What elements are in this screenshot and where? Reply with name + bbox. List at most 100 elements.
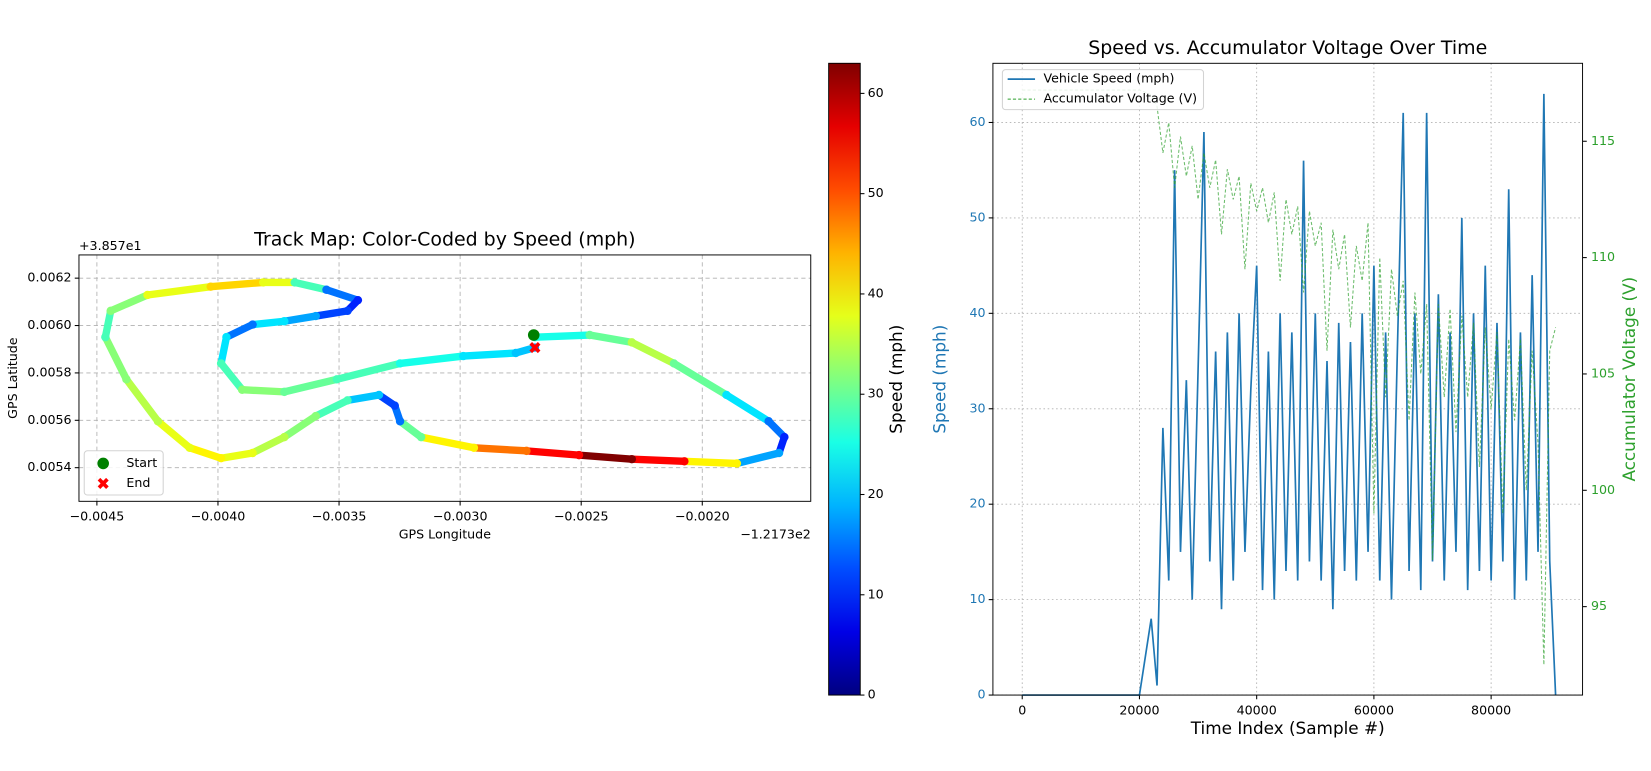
colorbar-tick-label: 10 xyxy=(868,586,884,601)
track-point xyxy=(627,454,637,464)
track-point xyxy=(248,320,257,329)
y-tick-label: 0.0056 xyxy=(27,412,71,427)
track-point xyxy=(390,401,399,410)
y2-tick-label: 100 xyxy=(1591,482,1615,497)
track-point xyxy=(353,295,363,305)
y-tick-label: 60 xyxy=(969,114,985,129)
track-segment xyxy=(396,417,425,441)
y2-tick-label: 110 xyxy=(1591,249,1615,264)
colorbar-tick-label: 50 xyxy=(868,185,884,200)
track-point xyxy=(143,290,152,300)
y-tick-label: 0.0058 xyxy=(27,364,71,379)
x-tick-label: 20000 xyxy=(1119,702,1159,717)
track-segment xyxy=(185,444,225,462)
track-point xyxy=(459,351,468,361)
series-line xyxy=(1022,89,1557,665)
track-point xyxy=(669,359,679,368)
x-axis-label: GPS Longitude xyxy=(399,527,491,542)
track-point xyxy=(222,332,231,342)
x-tick-label: −0.0045 xyxy=(70,509,125,524)
plot-frame xyxy=(78,254,812,502)
y-tick-label: 0.0054 xyxy=(27,459,71,474)
track-point xyxy=(332,375,342,384)
track-point xyxy=(290,278,299,287)
track-segment xyxy=(217,449,257,462)
track-segment xyxy=(222,320,257,341)
track-point xyxy=(322,285,331,294)
track-segment xyxy=(280,412,320,441)
y2-axis-label: Accumulator Voltage (V) xyxy=(1619,277,1639,482)
y-tick-label: 20 xyxy=(969,496,985,511)
track-point xyxy=(206,282,215,291)
track-point xyxy=(216,359,226,368)
legend-label: Start xyxy=(126,455,157,470)
track-point xyxy=(216,453,226,463)
track-segment xyxy=(585,331,636,347)
track-point xyxy=(153,417,163,426)
track-segment xyxy=(575,451,636,463)
marker xyxy=(527,329,540,341)
track-segment xyxy=(459,349,520,360)
x-tick-label: −0.0040 xyxy=(191,509,246,524)
track-point xyxy=(395,359,405,368)
track-segment xyxy=(291,278,331,294)
track-segment xyxy=(628,338,678,368)
y-axis-label: Speed (mph) xyxy=(929,325,949,434)
y-tick-label: 40 xyxy=(969,305,985,320)
y-tick-label: 0 xyxy=(977,687,985,702)
track-segment xyxy=(312,396,352,420)
x-tick-label: −0.0030 xyxy=(433,509,488,524)
track-segment xyxy=(470,444,531,455)
y2-tick-label: 95 xyxy=(1591,598,1607,613)
track-point xyxy=(248,448,257,458)
track-point xyxy=(585,330,594,340)
track-segment xyxy=(531,331,594,341)
track-segment xyxy=(733,449,783,468)
track-segment xyxy=(280,375,341,396)
track-segment xyxy=(122,375,162,425)
track-segment xyxy=(248,433,289,457)
track-segment xyxy=(101,307,115,341)
track-segment xyxy=(417,433,478,452)
legend-label: End xyxy=(126,475,150,490)
colorbar-tick-label: 30 xyxy=(868,386,884,401)
track-point xyxy=(395,417,405,426)
track-point xyxy=(259,278,268,287)
legend-label: Vehicle Speed (mph) xyxy=(1043,71,1174,86)
chart-title: Speed vs. Accumulator Voltage Over Time xyxy=(1088,37,1487,59)
track-point xyxy=(722,390,731,400)
y-tick-label: 50 xyxy=(969,209,985,224)
y-offset-label: +3.857e1 xyxy=(79,238,142,253)
x-offset-label: −1.2173e2 xyxy=(740,527,811,542)
track-point xyxy=(280,317,289,326)
x-axis-label: Time Index (Sample #) xyxy=(1190,718,1385,738)
track-segment xyxy=(217,333,231,368)
track-point xyxy=(343,306,352,316)
track-point xyxy=(122,375,131,384)
track-point xyxy=(780,432,789,442)
series-line xyxy=(1022,93,1557,696)
track-point xyxy=(764,417,773,426)
track-point xyxy=(416,432,426,442)
track-point xyxy=(311,411,321,421)
legend-symbol xyxy=(97,477,109,489)
track-point xyxy=(574,450,584,460)
colorbar-label: Speed (mph) xyxy=(886,325,906,434)
track-segment xyxy=(101,333,131,383)
colorbar-tick-label: 0 xyxy=(868,687,876,702)
chart-title: Track Map: Color-Coded by Speed (mph) xyxy=(253,229,635,251)
x-tick-label: −0.0035 xyxy=(312,509,367,524)
x-tick-label: −0.0020 xyxy=(675,509,730,524)
track-segment xyxy=(312,307,352,320)
track-point xyxy=(627,338,637,347)
x-tick-label: −0.0025 xyxy=(554,509,609,524)
track-segment xyxy=(322,286,362,304)
y-axis-label: GPS Latitude xyxy=(5,337,20,419)
track-segment xyxy=(207,278,267,291)
x-tick-label: 80000 xyxy=(1471,702,1511,717)
colorbar-tick-label: 40 xyxy=(868,285,884,300)
x-tick-label: 40000 xyxy=(1237,702,1277,717)
legend-box xyxy=(1001,69,1205,111)
colorbar-tick-label: 60 xyxy=(868,85,884,100)
